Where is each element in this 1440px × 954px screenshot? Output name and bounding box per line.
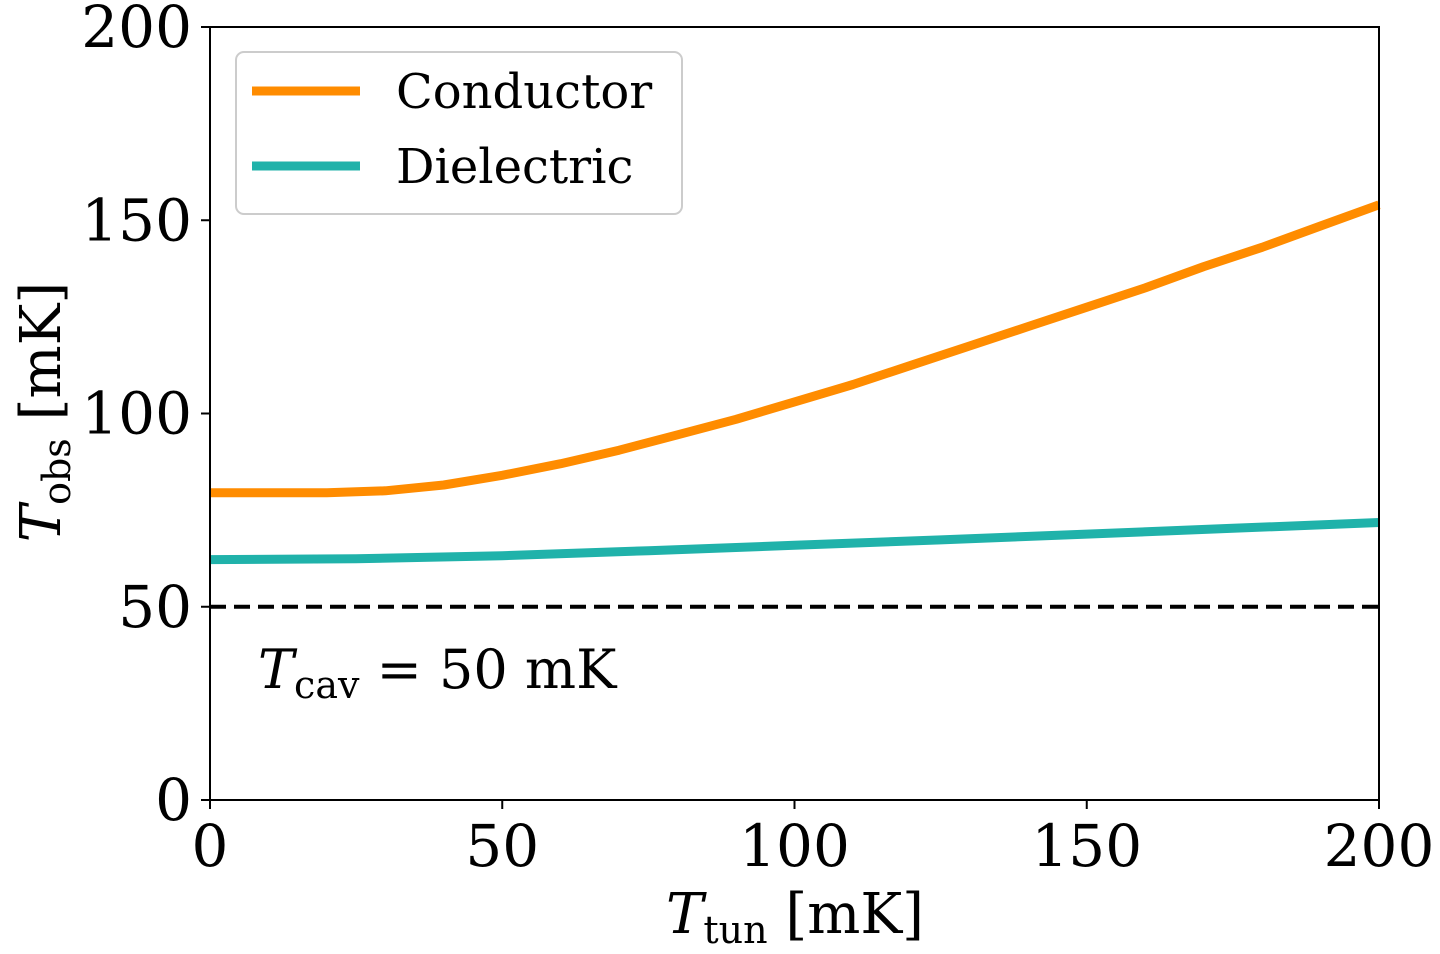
legend-label-dielectric: Dielectric	[396, 139, 633, 195]
x-axis-symbol: T	[666, 882, 707, 947]
annotation-text: = 50 mK	[359, 638, 618, 701]
axis-ticks: 0 50 100 150 200 0 50 100 150 200	[81, 0, 1434, 880]
x-axis-title: Ttun [mK]	[666, 882, 924, 952]
y-tick-label: 100	[81, 380, 192, 448]
annotation-subscript: cav	[294, 663, 360, 707]
x-axis-subscript: tun	[703, 908, 767, 952]
x-tick-label: 50	[465, 812, 539, 880]
y-axis-title: Tobs [mK]	[9, 282, 79, 543]
x-axis-unit: [mK]	[768, 882, 924, 947]
x-tick-label: 150	[1031, 812, 1142, 880]
y-tick-label: 150	[81, 186, 192, 254]
y-tick-label: 0	[155, 766, 192, 834]
y-axis-unit: [mK]	[9, 282, 74, 438]
y-tick-label: 50	[118, 573, 192, 641]
legend: Conductor Dielectric	[235, 51, 683, 215]
y-axis-subscript: obs	[35, 438, 79, 505]
x-tick-label: 0	[192, 812, 229, 880]
x-tick-label: 100	[739, 812, 850, 880]
legend-label-conductor: Conductor	[396, 64, 652, 120]
series-line-dielectric	[209, 518, 1380, 565]
y-tick-label: 200	[81, 0, 192, 61]
y-axis-symbol: T	[9, 501, 74, 542]
annotation-tcav: Tcav = 50 mK	[258, 638, 618, 707]
plot-lines	[209, 200, 1381, 609]
series-line-conductor	[210, 200, 1381, 498]
annotation-symbol: T	[258, 638, 298, 701]
x-tick-label: 200	[1324, 812, 1435, 880]
